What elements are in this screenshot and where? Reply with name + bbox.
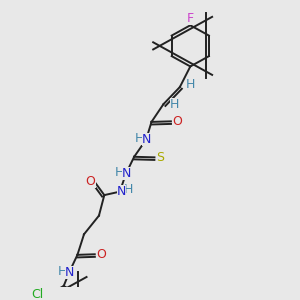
Text: H: H [115, 166, 124, 179]
Text: H: H [135, 132, 144, 145]
Text: N: N [65, 266, 74, 279]
Text: N: N [142, 133, 152, 146]
Text: O: O [172, 115, 182, 128]
Text: H: H [186, 78, 195, 91]
Text: N: N [122, 167, 131, 180]
Text: O: O [96, 248, 106, 261]
Text: S: S [157, 151, 164, 164]
Text: H: H [58, 265, 67, 278]
Text: N: N [117, 185, 126, 198]
Text: O: O [85, 175, 95, 188]
Text: Cl: Cl [31, 288, 43, 300]
Text: H: H [170, 98, 179, 111]
Text: F: F [187, 12, 194, 25]
Text: H: H [124, 183, 134, 196]
